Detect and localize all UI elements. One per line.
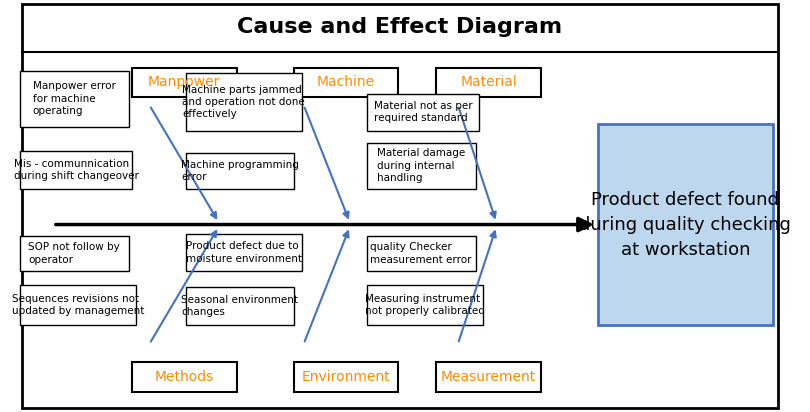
Text: Measuring instrument
not properly calibrated: Measuring instrument not properly calibr… (365, 294, 485, 316)
Text: Machine programming
error: Machine programming error (181, 160, 299, 182)
FancyBboxPatch shape (367, 285, 484, 325)
Text: Machine parts jammed
and operation not done
effectively: Machine parts jammed and operation not d… (182, 84, 305, 119)
Text: Manpower error
for machine
operating: Manpower error for machine operating (32, 82, 116, 116)
Text: Material: Material (460, 75, 517, 89)
FancyBboxPatch shape (19, 285, 136, 325)
Text: Measurement: Measurement (441, 370, 536, 384)
FancyBboxPatch shape (367, 236, 475, 271)
Text: Machine: Machine (317, 75, 375, 89)
Text: Product defect found
during quality checking
at workstation: Product defect found during quality chec… (579, 190, 791, 259)
Text: Environment: Environment (302, 370, 390, 384)
Text: Manpower: Manpower (148, 75, 220, 89)
FancyBboxPatch shape (599, 124, 773, 325)
Text: Material damage
during internal
handling: Material damage during internal handling (377, 148, 466, 183)
FancyBboxPatch shape (185, 73, 302, 131)
Text: Product defect due to
moisture environment: Product defect due to moisture environme… (185, 241, 302, 264)
Text: Mis - communnication
during shift changeover: Mis - communnication during shift change… (14, 159, 139, 181)
Text: SOP not follow by
operator: SOP not follow by operator (28, 242, 120, 265)
FancyBboxPatch shape (367, 143, 475, 189)
Text: Material not as per
required standard: Material not as per required standard (374, 101, 472, 124)
Text: Cause and Effect Diagram: Cause and Effect Diagram (237, 17, 563, 37)
FancyBboxPatch shape (293, 363, 399, 391)
FancyBboxPatch shape (367, 94, 480, 131)
FancyBboxPatch shape (437, 68, 541, 97)
FancyBboxPatch shape (19, 71, 129, 127)
FancyBboxPatch shape (185, 234, 302, 271)
Text: quality Checker
measurement error: quality Checker measurement error (370, 242, 472, 265)
FancyBboxPatch shape (293, 68, 399, 97)
FancyBboxPatch shape (132, 363, 237, 391)
Text: Seasonal environment
changes: Seasonal environment changes (181, 295, 299, 317)
FancyBboxPatch shape (185, 153, 294, 189)
FancyBboxPatch shape (19, 151, 132, 189)
Text: Methods: Methods (155, 370, 214, 384)
Text: Sequences revisions not
updated by management: Sequences revisions not updated by manag… (12, 294, 144, 316)
FancyBboxPatch shape (437, 363, 541, 391)
FancyBboxPatch shape (19, 236, 129, 271)
FancyBboxPatch shape (132, 68, 237, 97)
FancyBboxPatch shape (185, 287, 294, 325)
